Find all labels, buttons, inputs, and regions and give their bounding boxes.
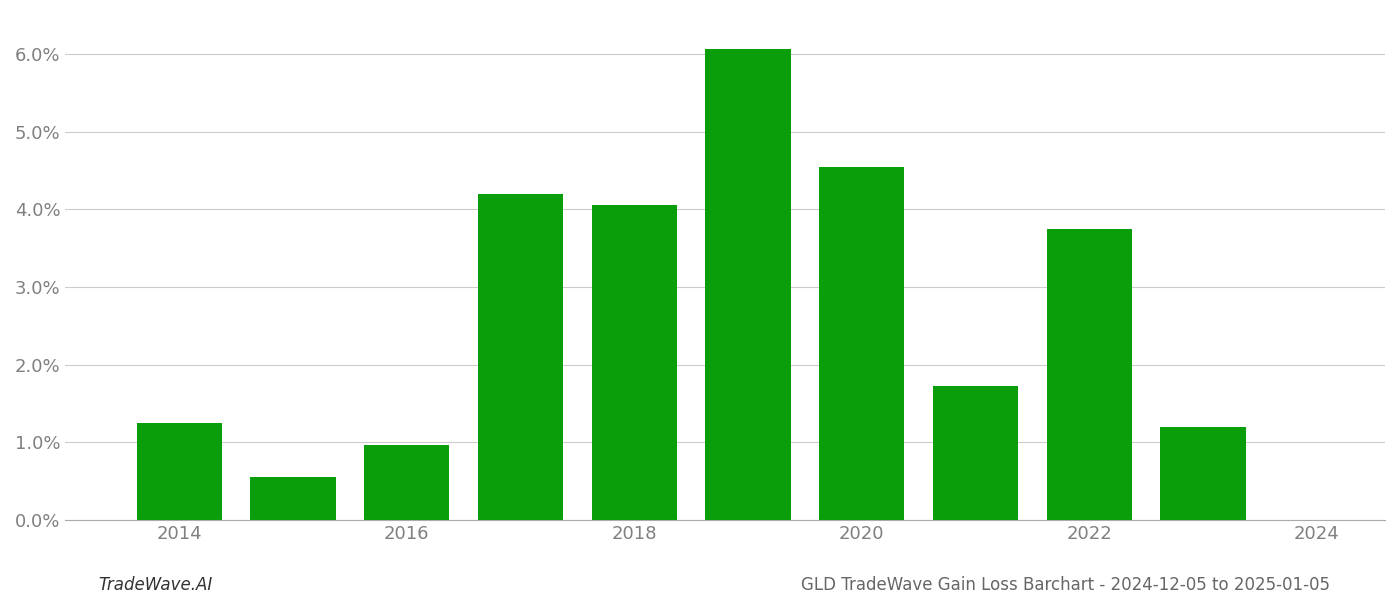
Bar (364, 445, 449, 520)
Bar (1161, 427, 1246, 520)
Bar (592, 205, 676, 520)
Bar (932, 386, 1018, 520)
Bar (1047, 229, 1133, 520)
Bar (477, 194, 563, 520)
Text: GLD TradeWave Gain Loss Barchart - 2024-12-05 to 2025-01-05: GLD TradeWave Gain Loss Barchart - 2024-… (801, 576, 1330, 594)
Bar (137, 423, 221, 520)
Text: TradeWave.AI: TradeWave.AI (98, 576, 213, 594)
Bar (251, 478, 336, 520)
Bar (706, 49, 791, 520)
Bar (819, 167, 904, 520)
